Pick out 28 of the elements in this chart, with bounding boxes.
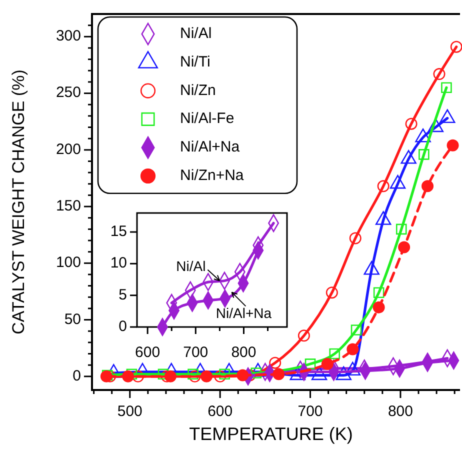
x-tick-label: 600	[208, 402, 233, 420]
y-tick-label: 15	[110, 222, 127, 240]
legend-label: Ni/Al	[180, 24, 212, 42]
legend-label: Ni/Zn+Na	[180, 166, 244, 184]
y-tick-label: 250	[56, 84, 81, 102]
y-tick-label: 5	[118, 286, 127, 304]
y-axis-title: CATALYST WEIGHT CHANGE (%)	[9, 70, 28, 334]
x-tick-label: 700	[298, 402, 323, 420]
x-axis-title: TEMPERATURE (K)	[189, 424, 353, 444]
legend-label: Ni/Al-Fe	[180, 110, 234, 128]
y-tick-label: 200	[56, 140, 81, 158]
x-tick-label: 800	[231, 344, 256, 361]
y-tick-label: 10	[110, 254, 127, 272]
x-tick-label: 500	[117, 402, 142, 420]
y-tick-label: 150	[56, 198, 81, 214]
legend-label: Ni/Zn	[180, 82, 216, 99]
annotation: Ni/Al+Na	[216, 305, 272, 322]
y-tick-label: 0	[72, 367, 81, 384]
x-tick-label: 700	[183, 344, 208, 361]
x-tick-label: 800	[388, 402, 413, 420]
y-tick-label: 0	[118, 318, 127, 335]
legend-label: Ni/Ti	[180, 53, 210, 70]
legend-label: Ni/Al+Na	[180, 138, 240, 156]
y-tick-label: 300	[56, 28, 81, 45]
annotation: Ni/Al	[176, 258, 206, 274]
y-tick-label: 100	[56, 254, 81, 272]
x-tick-label: 600	[135, 344, 160, 361]
y-tick-label: 50	[64, 310, 81, 328]
